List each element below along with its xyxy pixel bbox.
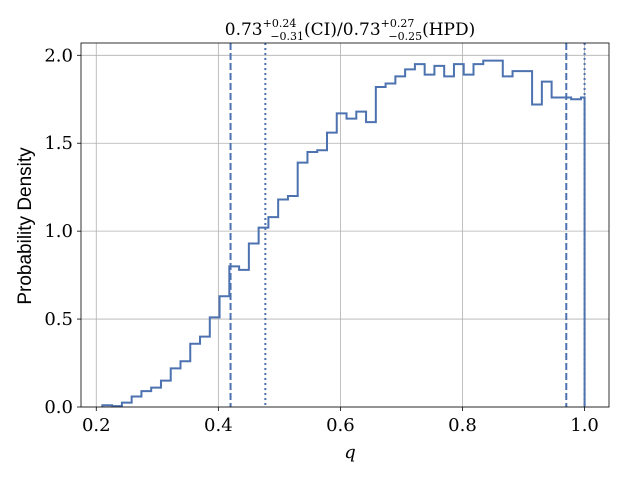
y-axis-label: Probability Density <box>15 147 36 305</box>
title-hpd-tag: (HPD) <box>422 20 475 40</box>
title-ci-plus: +0.24 <box>263 17 297 30</box>
y-tick-label: 1.0 <box>44 221 73 242</box>
title-hpd-median: 0.73 <box>343 20 381 40</box>
y-axis-ticks: 0.0 0.5 1.0 1.5 2.0 <box>44 45 81 418</box>
x-tick-label: 1.0 <box>570 415 599 436</box>
plot-frame <box>80 42 610 408</box>
x-tick-label: 0.2 <box>82 415 111 436</box>
histogram-step-line <box>101 59 586 408</box>
title-sep: / <box>337 20 343 40</box>
x-axis-ticks: 0.2 0.4 0.6 0.8 1.0 <box>82 407 599 436</box>
chart-title: 0.73+0.24 −0.31(CI)/0.73+0.27 −0.25(HPD) <box>225 17 476 43</box>
x-tick-label: 0.8 <box>448 415 477 436</box>
title-hpd-plus: +0.27 <box>381 17 415 30</box>
x-tick-label: 0.6 <box>326 415 355 436</box>
title-ci-tag: (CI) <box>304 20 337 40</box>
y-tick-label: 0.0 <box>44 397 73 418</box>
y-tick-label: 1.5 <box>44 133 73 154</box>
histogram-series <box>101 59 586 408</box>
x-tick-label: 0.4 <box>204 415 233 436</box>
y-tick-label: 0.5 <box>44 309 73 330</box>
x-axis-label: q <box>344 442 356 463</box>
interval-lines <box>229 43 586 407</box>
title-hpd-minus: −0.25 <box>388 30 422 43</box>
y-tick-label: 2.0 <box>44 45 73 66</box>
grid-lines <box>81 43 609 408</box>
title-median: 0.73 <box>225 20 263 40</box>
title-ci-minus: −0.31 <box>270 30 304 43</box>
